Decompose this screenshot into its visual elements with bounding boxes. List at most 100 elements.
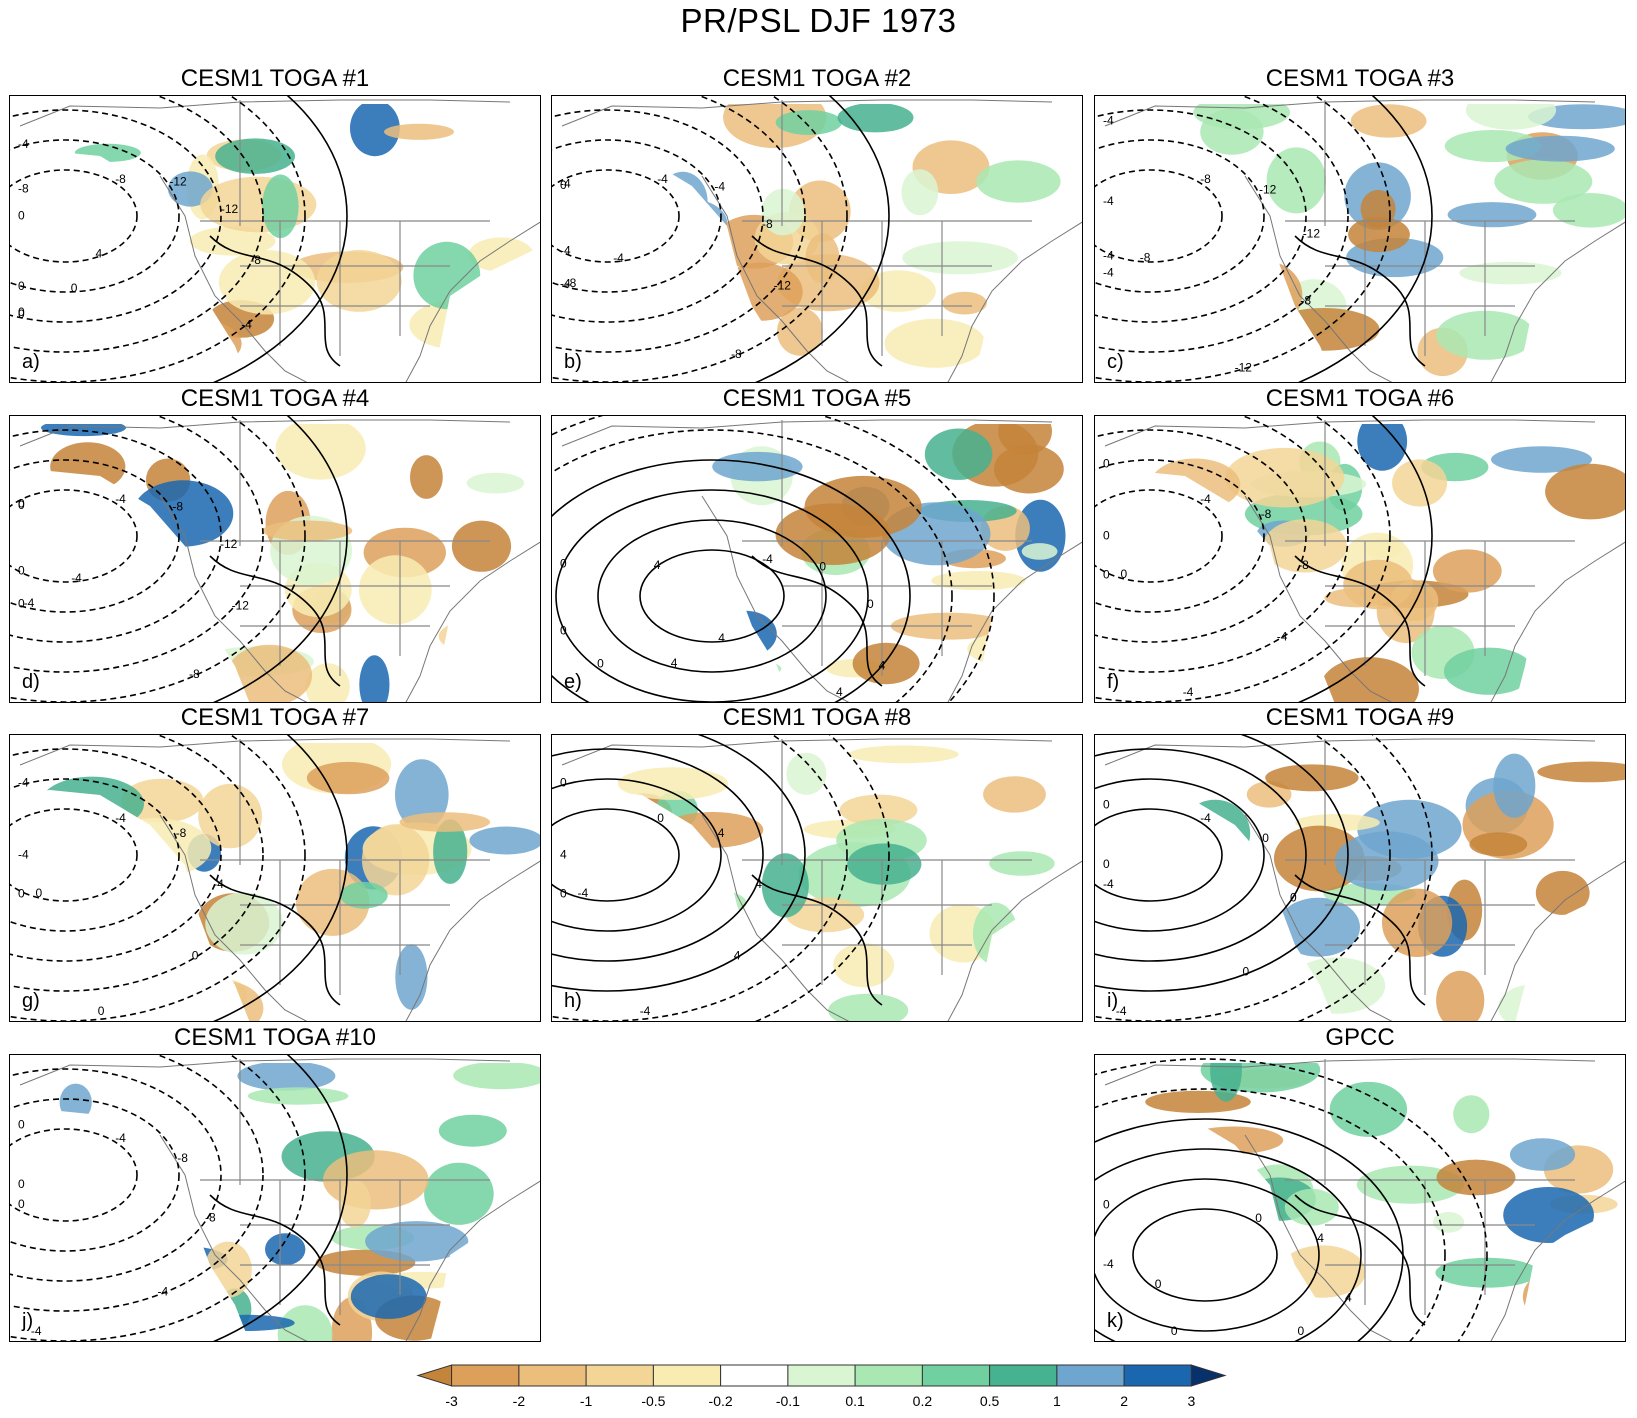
contour-label: -4 <box>1200 492 1211 506</box>
panel-7: CESM1 TOGA #7 -4 -8 -4 0 0 0 0 -4 -4 g) <box>9 704 541 1022</box>
ocean-mask <box>972 566 1082 702</box>
contour-label: 0 <box>18 597 25 611</box>
ocean-mask <box>1095 151 1335 382</box>
map-svg: -4-4-8-12-8-4-8-4-4-40 <box>552 96 1082 382</box>
precip-anomaly-patch <box>804 475 922 538</box>
psl-contour <box>10 459 180 613</box>
map-frame: -4 -8 -4 0 0 0 0 -4 -4 g) <box>9 734 541 1022</box>
precip-anomaly-patch <box>1509 1138 1576 1171</box>
precip-anomaly-patch <box>852 642 920 685</box>
psl-contour <box>10 748 222 962</box>
contour-label: -8 <box>172 499 183 513</box>
precip-anomaly-patch <box>1246 781 1292 808</box>
panel-title: CESM1 TOGA #2 <box>722 65 912 92</box>
psl-contour <box>1294 555 1426 687</box>
contour-label: -4 <box>1277 629 1288 643</box>
contour-label: 4 <box>1317 1231 1324 1245</box>
contour-label: -8 <box>205 1211 216 1225</box>
colorbar-arrow-high <box>1190 1364 1227 1387</box>
precip-anomaly-patch <box>1319 657 1419 702</box>
psl-contour <box>552 429 953 702</box>
precip-anomaly-patch <box>712 451 803 482</box>
colorbar-swatch <box>451 1364 520 1387</box>
ocean-mask <box>552 471 792 702</box>
precip-anomaly-patch <box>198 783 262 849</box>
psl-contour <box>10 778 180 932</box>
contour-label: -8 <box>1300 293 1311 307</box>
psl-contour <box>1095 1088 1446 1341</box>
contour-label: -8 <box>176 826 187 840</box>
psl-contour <box>1297 416 1433 702</box>
map-frame: 0 4 4 0 0 0 -4 0 k) <box>1094 1054 1626 1342</box>
map-frame: -4 0 0 0 -4 -4 0 0 i) <box>1094 734 1626 1022</box>
precip-anomaly-patch <box>1363 538 1402 559</box>
precip-anomaly-patch <box>828 993 909 1021</box>
colorbar-swatch <box>854 1364 923 1387</box>
panel-title: CESM1 TOGA #7 <box>180 704 370 731</box>
psl-contour <box>597 519 827 673</box>
contour-label: 4 <box>96 247 103 261</box>
contour-label: -4 <box>640 1004 651 1018</box>
psl-contour <box>1095 96 1391 382</box>
ocean-mask <box>10 471 250 702</box>
precip-anomaly-patch <box>1459 261 1562 285</box>
colorbar-tick-label: -0.1 <box>776 1393 800 1409</box>
contour-label: 0 <box>1103 528 1110 542</box>
psl-contour <box>212 96 348 382</box>
map-svg: 0 4 4 0 0 0 -4 0 <box>1095 1055 1625 1341</box>
map-svg: -8 -12 -12 -8 -12 -8 -4 -4 -4 -4 <box>1095 96 1625 382</box>
precip-anomaly-patch <box>1343 559 1413 610</box>
precip-anomaly-patch <box>976 160 1061 203</box>
psl-contour <box>1294 1194 1426 1326</box>
psl-contour <box>212 416 348 702</box>
contour-label: 0 <box>597 657 604 671</box>
precip-anomaly-patch <box>617 767 729 800</box>
precip-anomaly-patch <box>848 745 959 764</box>
contour-label: 4 <box>836 685 843 699</box>
contour-label: 0 <box>1103 797 1110 811</box>
colorbar-swatch <box>652 1364 722 1387</box>
contour-label: -4 <box>657 172 668 186</box>
contour-label: 0 <box>18 1177 25 1191</box>
psl-contour <box>10 139 180 293</box>
psl-contour <box>1095 109 1307 323</box>
psl-contour <box>1095 139 1265 293</box>
precip-anomaly-patch <box>350 1274 427 1319</box>
panel-letter: i) <box>1107 990 1119 1012</box>
panel-4: CESM1 TOGA #4 -4 -8 -12 -12 -8 -4 -4 0 0 0 0 d) <box>9 385 541 703</box>
contour-label: -4 <box>18 776 29 790</box>
map-frame: -8 -12 -12 -8 -12 -8 -4 -4 -4 -4 c) <box>1094 95 1626 383</box>
colorbar-tick-label: -2 <box>513 1393 526 1409</box>
panel-letter: c) <box>1107 351 1124 373</box>
precip-anomaly-patch <box>424 1162 494 1225</box>
contour-label: 0 <box>560 623 567 637</box>
panel-11: GPCC 0 4 4 0 0 0 -4 0 k) <box>1094 1024 1626 1342</box>
precip-anomaly-patch <box>226 644 313 702</box>
contour-label: 4 <box>671 656 678 670</box>
psl-contour <box>10 96 264 353</box>
precip-anomaly-patch <box>994 444 1064 494</box>
contour-label: 0 <box>1290 891 1297 905</box>
political-boundary <box>1285 420 1575 676</box>
contour-label: 0 <box>18 563 25 577</box>
precip-anomaly-patch <box>1493 753 1536 818</box>
precip-anomaly-patch <box>350 100 400 157</box>
contour-label: 0 <box>867 597 874 611</box>
colorbar-swatch <box>1123 1364 1192 1387</box>
map-svg: -4 -8 -8 -4 -4 0 0 0 <box>10 1055 540 1341</box>
ocean-mask <box>552 151 792 382</box>
contour-label: -12 <box>1235 360 1253 374</box>
contour-label: -12 <box>774 279 792 293</box>
psl-contour <box>209 874 341 1006</box>
panel-title: CESM1 TOGA #10 <box>174 1024 376 1051</box>
psl-contour <box>552 735 848 1021</box>
psl-contour <box>10 96 306 382</box>
ocean-mask <box>10 1110 250 1341</box>
ocean-mask <box>10 96 540 104</box>
precip-anomaly-patch <box>384 123 454 140</box>
contour-label: 0 <box>1103 457 1110 471</box>
psl-contour <box>1095 96 1349 353</box>
map-frame: -4 -4 -8 -12 -8 -4 -8 -4 -4 -4 0 b) <box>551 95 1083 383</box>
contour-label: 4 <box>1345 1291 1352 1305</box>
